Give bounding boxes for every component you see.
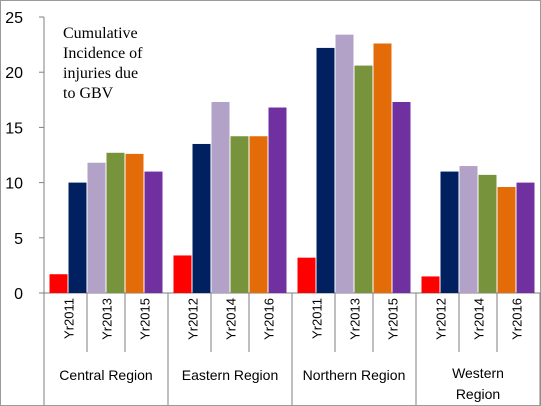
- year-tick-label: Yr2016: [510, 298, 525, 340]
- bar: [106, 152, 125, 293]
- year-tick-label: Yr2011: [62, 298, 77, 339]
- bar: [497, 187, 516, 293]
- bar: [392, 102, 411, 294]
- year-tick-label: Yr2016: [262, 298, 277, 340]
- y-tick-label: 0: [14, 286, 23, 303]
- year-tick-label: Yr2014: [472, 298, 487, 340]
- bar: [268, 107, 287, 293]
- bar: [316, 47, 335, 293]
- y-tick-label: 5: [14, 231, 23, 248]
- chart-title-line: to GBV: [63, 85, 114, 102]
- bar: [354, 65, 373, 294]
- year-tick-label: Yr2013: [348, 298, 363, 340]
- y-tick-label: 10: [5, 176, 23, 193]
- bar: [516, 182, 535, 293]
- y-tick-label: 15: [5, 120, 23, 137]
- year-tick-label: Yr2011: [310, 298, 325, 339]
- bar: [173, 255, 192, 293]
- bar: [421, 276, 440, 293]
- region-label: Eastern Region: [182, 367, 279, 383]
- year-tick-label: Yr2012: [186, 298, 201, 340]
- bar: [211, 102, 230, 294]
- chart-title-line: Incidence of: [63, 45, 143, 62]
- region-label: Northern Region: [303, 367, 406, 383]
- year-tick-label: Yr2015: [386, 298, 401, 340]
- bar: [49, 274, 68, 293]
- bar: [192, 143, 211, 293]
- year-tick-label: Yr2015: [138, 298, 153, 340]
- chart-title-line: Cumulative: [63, 25, 138, 42]
- bar: [478, 174, 497, 293]
- region-label: Western: [452, 365, 504, 381]
- year-tick-label: Yr2014: [224, 298, 239, 340]
- year-tick-label: Yr2012: [434, 298, 449, 340]
- bar: [335, 34, 354, 293]
- bar: [249, 136, 268, 293]
- bar: [459, 166, 478, 293]
- y-tick-label: 25: [5, 10, 23, 27]
- bar: [297, 257, 316, 293]
- bar: [125, 153, 144, 293]
- bar: [373, 43, 392, 293]
- y-tick-label: 20: [5, 65, 23, 82]
- year-tick-label: Yr2013: [100, 298, 115, 340]
- bar: [440, 171, 459, 293]
- chart-title-line: injuries due: [63, 65, 138, 82]
- bar: [68, 182, 87, 293]
- bar: [144, 171, 163, 293]
- region-label: Region: [456, 386, 500, 402]
- bar: [87, 162, 106, 293]
- bar: [230, 136, 249, 293]
- region-label: Central Region: [59, 367, 152, 383]
